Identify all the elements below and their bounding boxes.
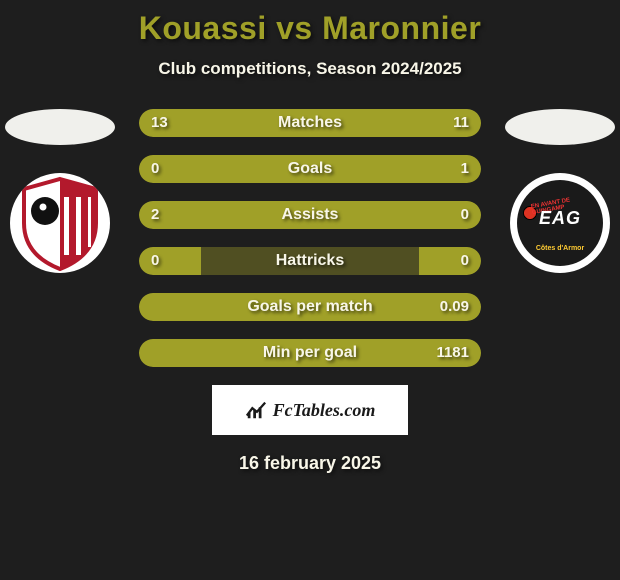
club-right-icon: EN AVANT DE GUINGAMP EAG Côtes d'Armor	[517, 180, 603, 266]
right-club-badge: EN AVANT DE GUINGAMP EAG Côtes d'Armor	[510, 173, 610, 273]
stat-value-right: 1	[461, 155, 469, 183]
right-player-avatar	[505, 109, 615, 145]
stat-value-right: 0.09	[440, 293, 469, 321]
left-player-avatar	[5, 109, 115, 145]
stat-row: Min per goal1181	[139, 339, 481, 367]
stat-row: Goals per match0.09	[139, 293, 481, 321]
stat-bars: Matches1311Goals01Assists20Hattricks00Go…	[139, 109, 481, 367]
stat-row: Matches13 11	[139, 109, 481, 137]
stat-label: Hattricks	[139, 247, 481, 275]
stat-value-left: 13	[151, 109, 168, 137]
stat-value-left: 0	[151, 155, 159, 183]
stat-label: Min per goal	[139, 339, 481, 367]
stat-label: Goals per match	[139, 293, 481, 321]
stat-value-right: 11	[453, 109, 469, 137]
chart-icon	[245, 399, 267, 421]
content-area: EN AVANT DE GUINGAMP EAG Côtes d'Armor M…	[0, 109, 620, 474]
stat-label: Matches	[139, 109, 481, 137]
attribution-box: FcTables.com	[212, 385, 408, 435]
stat-row: Hattricks0 0	[139, 247, 481, 275]
stat-row: Goals0 1	[139, 155, 481, 183]
stat-value-left: 0	[151, 247, 159, 275]
right-player-column: EN AVANT DE GUINGAMP EAG Côtes d'Armor	[500, 109, 620, 273]
stat-label: Assists	[139, 201, 481, 229]
attribution-text: FcTables.com	[273, 400, 376, 421]
stat-value-right: 0	[461, 247, 469, 275]
date-text: 16 february 2025	[0, 453, 620, 474]
left-player-column	[0, 109, 120, 273]
stat-value-right: 0	[461, 201, 469, 229]
eag-bottom-text: Côtes d'Armor	[517, 245, 603, 252]
comparison-infographic: Kouassi vs Maronnier Club competitions, …	[0, 0, 620, 580]
left-club-badge	[10, 173, 110, 273]
page-title: Kouassi vs Maronnier	[0, 10, 620, 47]
stat-row: Assists2 0	[139, 201, 481, 229]
stat-value-left: 2	[151, 201, 159, 229]
eag-main-text: EAG	[539, 208, 581, 229]
stat-label: Goals	[139, 155, 481, 183]
club-left-icon	[10, 173, 110, 273]
stat-value-right: 1181	[436, 339, 469, 367]
subtitle: Club competitions, Season 2024/2025	[0, 59, 620, 79]
